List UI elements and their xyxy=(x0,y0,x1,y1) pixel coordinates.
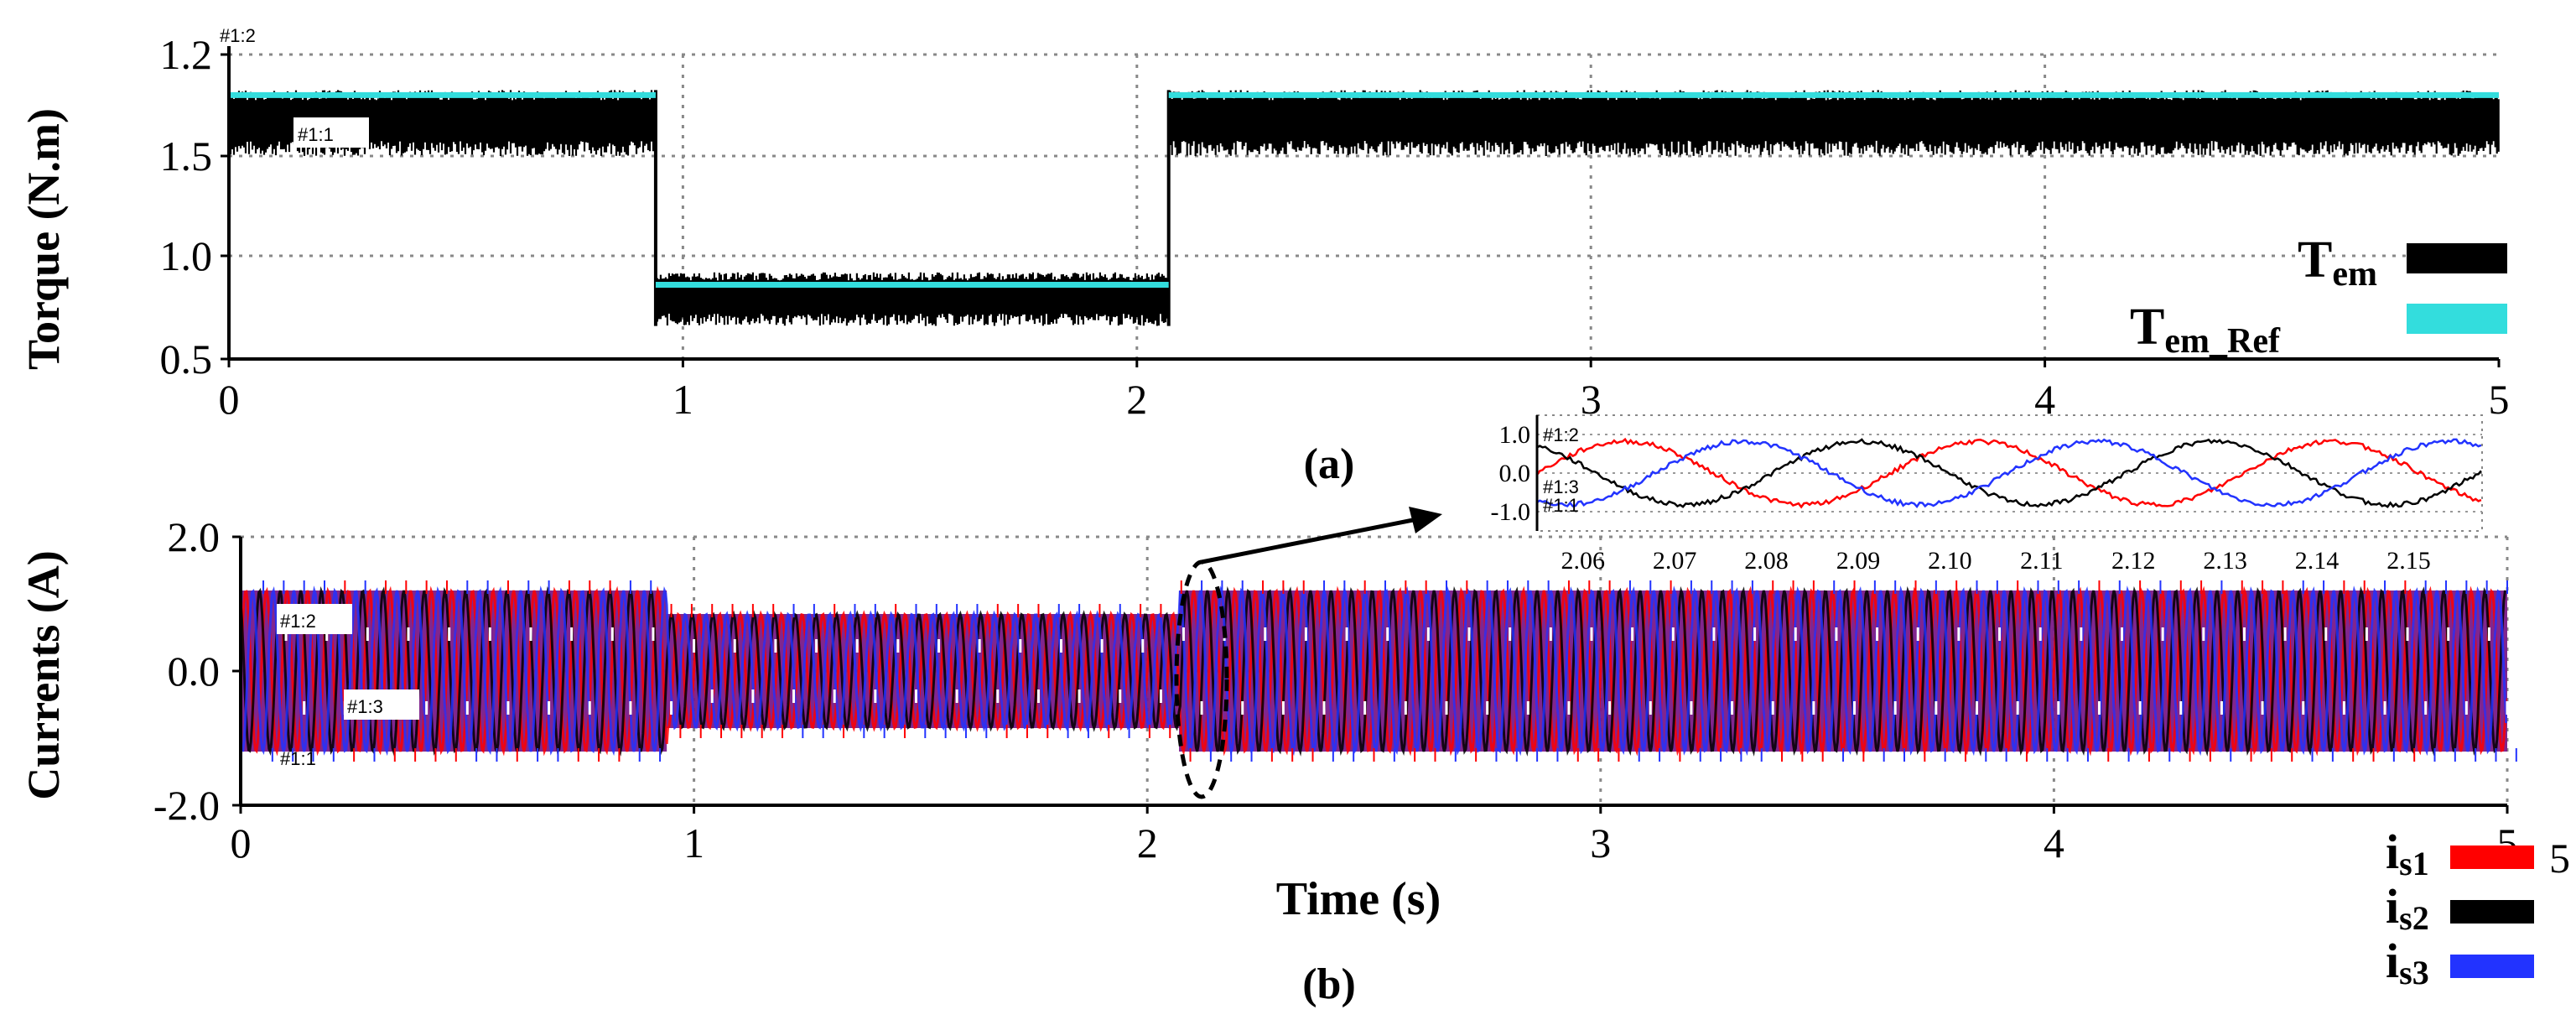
y-tick-label-0.5: 0.5 xyxy=(160,336,213,382)
inset-y-tick-1.0: 1.0 xyxy=(1499,421,1531,449)
x-tick-label-0: 0 xyxy=(231,819,252,866)
inset-series xyxy=(1535,437,2482,509)
x-tick-label-3: 3 xyxy=(1590,819,1611,866)
y-tick-label-1.2: 1.2 xyxy=(160,31,213,78)
panel-b-marker-1: #1:2 xyxy=(280,611,316,632)
inset-x-tick-2.14: 2.14 xyxy=(2295,547,2340,575)
inset-markers: #1:2 #1:3 #1:1 xyxy=(1543,424,1579,516)
panel-a-marker-2-box: #1:1 xyxy=(293,117,369,148)
y-tick-label-1.5: 1.5 xyxy=(160,133,213,180)
legend-item-is2: is2 xyxy=(2386,879,2534,937)
x-tick-label-1: 1 xyxy=(683,819,704,866)
inset-x-tick-2.15: 2.15 xyxy=(2386,547,2431,575)
legend-item-tem-ref: Tem_Ref xyxy=(2130,299,2507,361)
inset-x-tick-2.06: 2.06 xyxy=(1561,547,1605,575)
y-tick-label--2.0: -2.0 xyxy=(153,782,220,829)
inset-is3 xyxy=(1536,438,2482,509)
panel-b-legend: is1 is2 is3 5 xyxy=(2386,825,2570,991)
panel-a-marker-2: #1:1 xyxy=(298,124,334,145)
legend-tem-sub: em xyxy=(2332,255,2377,294)
inset-is2 xyxy=(1536,438,2482,508)
inset-y-tick-0.0: 0.0 xyxy=(1499,460,1531,487)
panel-b-xlabel: Time (s) xyxy=(1276,873,1441,925)
inset-marker-1: #1:2 xyxy=(1543,424,1579,445)
legend-tem-main: T xyxy=(2298,232,2332,289)
x-tick-label-2: 2 xyxy=(1137,819,1158,866)
current-is2 xyxy=(239,585,2506,757)
legend-item-is3: is3 xyxy=(2386,934,2534,991)
panel-b-markers: #1:2 #1:3 #1:1 xyxy=(277,604,419,769)
panel-a-caption: (a) xyxy=(1304,440,1355,488)
inset-axes: 1.0 0.0 -1.0 2.06 2.07 2.08 2.09 2.10 2.11 2.12 2.… xyxy=(1491,415,2431,575)
legend-item-tem: Tem xyxy=(2298,232,2507,294)
tem-band-1 xyxy=(654,272,1168,326)
tem-band-0 xyxy=(227,90,657,156)
tem-band-2 xyxy=(1167,90,2500,156)
panel-b-ylabel: Currents (A) xyxy=(18,550,69,799)
x-tick-label-1: 1 xyxy=(673,376,693,423)
x-tick-label-2: 2 xyxy=(1126,376,1147,423)
x-tick-label-4: 4 xyxy=(2044,819,2064,866)
inset-x-tick-2.07: 2.07 xyxy=(1653,547,1697,575)
x-tick-label-5: 5 xyxy=(2489,376,2510,423)
panel-b-series xyxy=(239,580,2517,762)
current-is3 xyxy=(239,585,2508,757)
inset-marker-3: #1:1 xyxy=(1543,495,1579,516)
panel-b-marker-3: #1:1 xyxy=(280,748,316,769)
inset-marker-2: #1:3 xyxy=(1543,476,1579,497)
svg-text:Tem: Tem xyxy=(2298,232,2377,294)
zoom-arrow xyxy=(1201,507,1442,565)
svg-text:is2: is2 xyxy=(2386,879,2429,937)
legend-temref-swatch xyxy=(2407,304,2507,334)
inset-x-tick-2.09: 2.09 xyxy=(1836,547,1881,575)
inset-x-tick-2.11: 2.11 xyxy=(2020,547,2063,575)
inset-is1 xyxy=(1535,437,2482,509)
panel-a-marker-1: #1:2 xyxy=(220,25,256,46)
panel-a: Torque (N.m) 0 1 2 3 4 50.51.01.51.2 #1:2 #1:… xyxy=(18,25,2510,488)
y-tick-label-1.0: 1.0 xyxy=(160,232,213,279)
panel-b-extra-tick: 5 xyxy=(2549,835,2570,882)
inset-x-tick-2.08: 2.08 xyxy=(1744,547,1789,575)
inset-x-tick-2.13: 2.13 xyxy=(2203,547,2247,575)
current-is1 xyxy=(239,585,2508,757)
legend-temref-main: T xyxy=(2130,299,2164,356)
y-tick-label-2.0: 2.0 xyxy=(168,513,221,560)
inset-x-tick-2.10: 2.10 xyxy=(1928,547,1972,575)
legend-temref-sub: em_Ref xyxy=(2164,322,2281,361)
legend-tem-swatch xyxy=(2407,243,2507,273)
inset-x-tick-2.12: 2.12 xyxy=(2111,547,2156,575)
panel-b-axes: 0 1 2 3 4 5-2.00.02.0 xyxy=(153,513,2518,866)
panel-a-series xyxy=(227,90,2500,326)
y-tick-label-0.0: 0.0 xyxy=(168,648,221,695)
panel-a-axes: 0 1 2 3 4 50.51.01.51.2 xyxy=(160,31,2510,423)
inset-y-tick--1.0: -1.0 xyxy=(1491,498,1531,526)
panel-a-ylabel: Torque (N.m) xyxy=(18,108,69,370)
x-tick-label-0: 0 xyxy=(219,376,240,423)
panel-b-marker-2: #1:3 xyxy=(347,696,383,717)
inset-plot: 1.0 0.0 -1.0 2.06 2.07 2.08 2.09 2.10 2.11 2.12 2.… xyxy=(1491,414,2483,575)
panel-b-caption: (b) xyxy=(1302,960,1356,1008)
panel-b: Currents (A) 0 1 2 3 4 5 -2.0 0.0 2.0 #1:2 #1:3 … xyxy=(18,507,2570,1008)
svg-text:is1: is1 xyxy=(2386,825,2429,882)
svg-text:is3: is3 xyxy=(2386,934,2429,991)
svg-text:Tem_Ref: Tem_Ref xyxy=(2130,299,2281,361)
panel-a-legend: Tem Tem_Ref xyxy=(2130,232,2507,361)
legend-item-is1: is1 xyxy=(2386,825,2534,882)
